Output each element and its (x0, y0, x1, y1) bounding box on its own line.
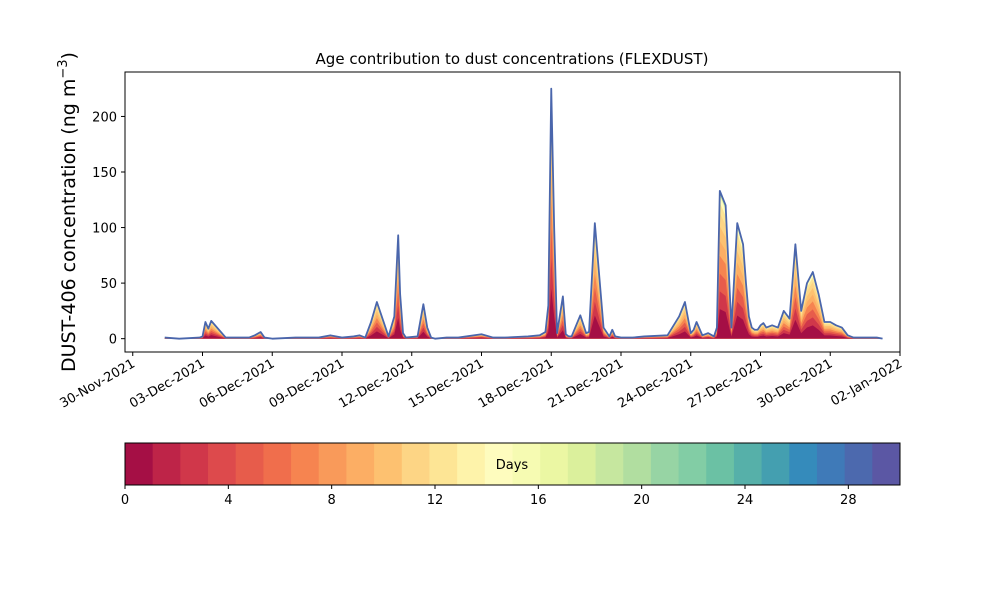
colorbar-swatch (595, 443, 624, 485)
colorbar-tick-label: 24 (737, 493, 754, 508)
colorbar-tick-label: 0 (121, 493, 129, 508)
colorbar (124, 442, 901, 486)
colorbar-swatch (457, 443, 486, 485)
colorbar-swatch (125, 443, 154, 485)
x-tick-label: 02-Jan-2022 (828, 356, 905, 409)
colorbar-swatch (346, 443, 375, 485)
colorbar-swatch (512, 443, 541, 485)
colorbar-tick-label: 8 (328, 493, 336, 508)
colorbar-swatch (208, 443, 237, 485)
colorbar-frame (124, 442, 901, 486)
colorbar-swatch (374, 443, 403, 485)
x-tick-label: 06-Dec-2021 (197, 356, 277, 411)
colorbar-swatch (761, 443, 790, 485)
colorbar-swatch (678, 443, 707, 485)
age-band-1 (164, 288, 883, 339)
total-line (164, 87, 883, 340)
x-tick-label: 03-Dec-2021 (127, 356, 207, 411)
colorbar-swatch (401, 443, 430, 485)
colorbar-swatch (235, 443, 264, 485)
x-axis: 30-Nov-202103-Dec-202106-Dec-202109-Dec-… (57, 352, 905, 412)
y-axis: 0 50 100 150 200 (92, 110, 125, 348)
x-tick-label: 27-Dec-2021 (685, 356, 765, 411)
colorbar-swatch (484, 443, 513, 485)
colorbar-axis: 0 4 8 12 16 20 24 28 (121, 485, 857, 508)
x-tick-label: 18-Dec-2021 (476, 356, 556, 411)
x-tick-label: 12-Dec-2021 (336, 356, 416, 411)
y-tick-label: 50 (100, 277, 117, 292)
y-tick-label: 100 (92, 222, 117, 237)
colorbar-tick-label: 20 (633, 493, 650, 508)
y-tick-label: 200 (92, 110, 117, 125)
colorbar-tick-label: 4 (224, 493, 232, 508)
plot-background (125, 72, 900, 352)
x-tick-label: 24-Dec-2021 (615, 356, 695, 411)
plot-frame (124, 71, 901, 353)
colorbar-tick-label: 28 (840, 493, 857, 508)
colorbar-swatch (650, 443, 679, 485)
colorbar-tick-label: 16 (530, 493, 547, 508)
colorbar-swatch (540, 443, 569, 485)
colorbar-swatch (291, 443, 320, 485)
colorbar-swatch (706, 443, 735, 485)
x-tick-label: 21-Dec-2021 (546, 356, 626, 411)
x-tick-label: 30-Dec-2021 (755, 356, 835, 411)
x-tick-label: 09-Dec-2021 (267, 356, 347, 411)
y-tick-label: 0 (109, 333, 117, 348)
colorbar-swatch (429, 443, 458, 485)
chart-title: Age contribution to dust concentrations … (316, 50, 709, 68)
colorbar-swatch (623, 443, 652, 485)
colorbar-swatch (180, 443, 209, 485)
colorbar-swatch (733, 443, 763, 485)
x-tick-label: 15-Dec-2021 (406, 356, 486, 411)
colorbar-swatch (152, 443, 181, 485)
colorbar-swatch (789, 443, 818, 485)
plot-area (124, 71, 901, 353)
y-axis-label: DUST-406 concentration (ng m−3) (56, 52, 80, 372)
colorbar-swatch (816, 443, 846, 485)
colorbar-swatch (318, 443, 347, 485)
colorbar-swatch (872, 443, 901, 485)
colorbar-swatch (844, 443, 873, 485)
colorbar-tick-label: 12 (427, 493, 444, 508)
y-tick-label: 150 (92, 166, 117, 181)
colorbar-swatch (263, 443, 292, 485)
colorbar-label: Days (496, 458, 529, 473)
colorbar-swatch (567, 443, 596, 485)
